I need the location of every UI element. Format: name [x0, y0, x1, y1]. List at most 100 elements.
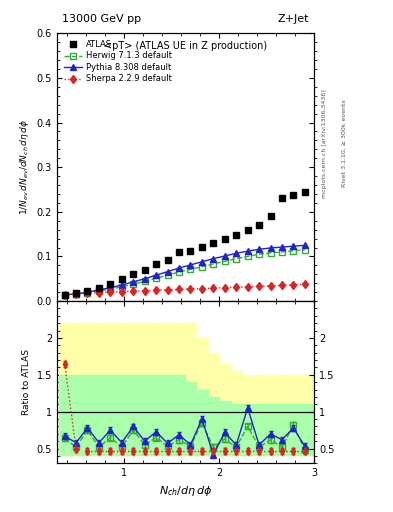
Herwig 7.1.3 default [119, 284, 124, 290]
Pythia 8.308 default [62, 292, 67, 298]
Sherpa 2.2.9 default [165, 287, 170, 293]
Text: Rivet 3.1.10, ≥ 300k events: Rivet 3.1.10, ≥ 300k events [342, 99, 346, 187]
ATLAS [200, 244, 204, 250]
Herwig 7.1.3 default [303, 247, 307, 253]
Sherpa 2.2.9 default [280, 283, 285, 289]
Pythia 8.308 default [97, 287, 101, 293]
ATLAS [108, 281, 113, 287]
Line: Sherpa 2.2.9 default: Sherpa 2.2.9 default [61, 281, 308, 298]
ATLAS [234, 232, 239, 238]
Y-axis label: $1/N_{ev}\,dN_{ev}/dN_{ch}\,d\eta\,d\phi$: $1/N_{ev}\,dN_{ev}/dN_{ch}\,d\eta\,d\phi… [18, 119, 31, 215]
ATLAS [222, 236, 227, 242]
ATLAS [268, 213, 273, 219]
Sherpa 2.2.9 default [291, 282, 296, 288]
Pythia 8.308 default [142, 275, 147, 282]
ATLAS [142, 267, 147, 273]
Sherpa 2.2.9 default [131, 288, 136, 294]
ATLAS [188, 248, 193, 254]
ATLAS [280, 196, 285, 202]
Herwig 7.1.3 default [268, 250, 273, 256]
Sherpa 2.2.9 default [119, 289, 124, 295]
Text: <pT> (ATLAS UE in Z production): <pT> (ATLAS UE in Z production) [104, 41, 267, 51]
Text: 13000 GeV pp: 13000 GeV pp [62, 14, 141, 24]
ATLAS [245, 227, 250, 233]
Sherpa 2.2.9 default [222, 285, 227, 291]
Sherpa 2.2.9 default [85, 290, 90, 296]
Sherpa 2.2.9 default [188, 286, 193, 292]
ATLAS [257, 222, 261, 228]
Sherpa 2.2.9 default [234, 284, 239, 290]
Sherpa 2.2.9 default [268, 283, 273, 289]
Sherpa 2.2.9 default [97, 289, 101, 295]
ATLAS [154, 261, 158, 267]
ATLAS [119, 275, 124, 282]
Herwig 7.1.3 default [245, 253, 250, 260]
ATLAS [211, 240, 216, 246]
Herwig 7.1.3 default [200, 264, 204, 270]
Pythia 8.308 default [154, 272, 158, 278]
Pythia 8.308 default [200, 259, 204, 265]
Pythia 8.308 default [234, 250, 239, 257]
Y-axis label: Ratio to ATLAS: Ratio to ATLAS [22, 349, 31, 415]
Herwig 7.1.3 default [62, 292, 67, 298]
Herwig 7.1.3 default [291, 248, 296, 254]
ATLAS [85, 288, 90, 294]
ATLAS [74, 290, 79, 296]
Pythia 8.308 default [211, 255, 216, 262]
Herwig 7.1.3 default [154, 275, 158, 282]
Pythia 8.308 default [188, 262, 193, 268]
Herwig 7.1.3 default [211, 261, 216, 267]
Pythia 8.308 default [119, 282, 124, 288]
Herwig 7.1.3 default [97, 288, 101, 294]
Herwig 7.1.3 default [177, 269, 182, 275]
ATLAS [131, 271, 136, 278]
Pythia 8.308 default [165, 268, 170, 274]
Herwig 7.1.3 default [234, 255, 239, 262]
Pythia 8.308 default [177, 265, 182, 271]
Sherpa 2.2.9 default [245, 284, 250, 290]
Sherpa 2.2.9 default [74, 291, 79, 297]
Sherpa 2.2.9 default [142, 288, 147, 294]
Herwig 7.1.3 default [257, 251, 261, 257]
Sherpa 2.2.9 default [108, 289, 113, 295]
Pythia 8.308 default [303, 242, 307, 248]
Sherpa 2.2.9 default [257, 283, 261, 289]
Herwig 7.1.3 default [108, 286, 113, 292]
ATLAS [303, 188, 307, 195]
Line: ATLAS: ATLAS [61, 188, 308, 298]
Pythia 8.308 default [245, 248, 250, 254]
Pythia 8.308 default [291, 243, 296, 249]
Line: Herwig 7.1.3 default: Herwig 7.1.3 default [61, 247, 308, 298]
Pythia 8.308 default [74, 291, 79, 297]
Pythia 8.308 default [222, 253, 227, 259]
ATLAS [62, 292, 67, 298]
ATLAS [177, 249, 182, 255]
Herwig 7.1.3 default [142, 279, 147, 285]
ATLAS [291, 192, 296, 198]
Pythia 8.308 default [85, 289, 90, 295]
Sherpa 2.2.9 default [177, 286, 182, 292]
Sherpa 2.2.9 default [211, 285, 216, 291]
Legend: ATLAS, Herwig 7.1.3 default, Pythia 8.308 default, Sherpa 2.2.9 default: ATLAS, Herwig 7.1.3 default, Pythia 8.30… [61, 37, 174, 86]
Herwig 7.1.3 default [165, 272, 170, 278]
Text: mcplots.cern.ch [arXiv:1306.3436]: mcplots.cern.ch [arXiv:1306.3436] [322, 89, 327, 198]
Sherpa 2.2.9 default [62, 292, 67, 298]
Herwig 7.1.3 default [222, 258, 227, 264]
Pythia 8.308 default [280, 244, 285, 250]
Herwig 7.1.3 default [280, 249, 285, 255]
Pythia 8.308 default [268, 245, 273, 251]
Text: Z+Jet: Z+Jet [278, 14, 309, 24]
Sherpa 2.2.9 default [200, 286, 204, 292]
Pythia 8.308 default [108, 285, 113, 291]
X-axis label: $N_{ch}/d\eta\,d\phi$: $N_{ch}/d\eta\,d\phi$ [159, 484, 213, 498]
ATLAS [97, 285, 101, 291]
Herwig 7.1.3 default [85, 289, 90, 295]
Pythia 8.308 default [131, 279, 136, 285]
ATLAS [165, 257, 170, 263]
Herwig 7.1.3 default [74, 291, 79, 297]
Sherpa 2.2.9 default [303, 281, 307, 287]
Line: Pythia 8.308 default: Pythia 8.308 default [61, 242, 308, 298]
Pythia 8.308 default [257, 246, 261, 252]
Herwig 7.1.3 default [131, 281, 136, 287]
Herwig 7.1.3 default [188, 266, 193, 272]
